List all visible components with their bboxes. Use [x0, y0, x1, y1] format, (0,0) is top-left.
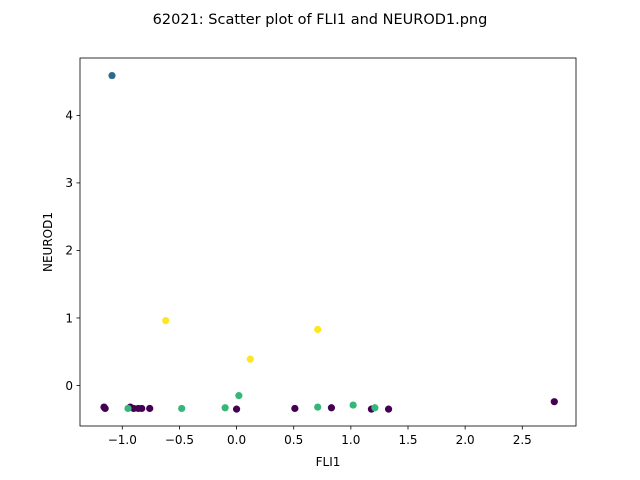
scatter-point-19 [221, 404, 229, 412]
x-tick-label-7: 2.5 [513, 433, 532, 447]
x-axis-ticks: −1.0 −0.5 0.0 0.5 1.0 1.5 2.0 2.5 [108, 426, 532, 447]
scatter-point-20 [235, 392, 243, 400]
scatter-point-11 [232, 405, 241, 413]
x-axis-label: FLI1 [316, 455, 341, 469]
plot-area [80, 58, 576, 426]
scatter-point-2 [246, 355, 254, 363]
points-layer [100, 71, 558, 413]
y-tick-label-1: 1 [65, 311, 73, 325]
scatter-point-5 [101, 404, 109, 413]
y-axis-label: NEUROD1 [41, 212, 55, 272]
chart-title: 62021: Scatter plot of FLI1 and NEUROD1.… [153, 12, 488, 28]
x-tick-label-5: 1.5 [398, 433, 417, 447]
x-tick-label-4: 1.0 [341, 433, 360, 447]
scatter-point-10 [146, 404, 154, 413]
plot-frame [79, 57, 577, 427]
y-tick-label-0: 0 [65, 379, 73, 393]
y-tick-label-4: 4 [65, 109, 73, 123]
scatter-point-1 [162, 317, 170, 325]
x-tick-label-6: 2.0 [456, 433, 475, 447]
scatter-point-23 [371, 404, 379, 412]
scatter-point-17 [124, 404, 132, 413]
scatter-point-21 [314, 403, 322, 411]
scatter-point-18 [178, 404, 186, 413]
scatter-point-9 [138, 404, 146, 413]
scatter-point-13 [327, 404, 336, 412]
x-tick-label-2: 0.0 [227, 433, 246, 447]
x-tick-label-1: −0.5 [165, 433, 194, 447]
y-axis-ticks: 0 1 2 3 4 [65, 109, 80, 393]
x-tick-label-3: 0.5 [284, 433, 303, 447]
y-tick-label-3: 3 [65, 176, 73, 190]
scatter-point-16 [550, 398, 558, 406]
scatter-point-22 [349, 401, 357, 409]
scatter-point-12 [291, 404, 299, 413]
y-tick-label-2: 2 [65, 244, 73, 258]
scatter-point-3 [314, 325, 322, 334]
scatter-point-15 [384, 405, 393, 413]
scatter-point-0 [108, 71, 116, 80]
x-tick-label-0: −1.0 [108, 433, 137, 447]
